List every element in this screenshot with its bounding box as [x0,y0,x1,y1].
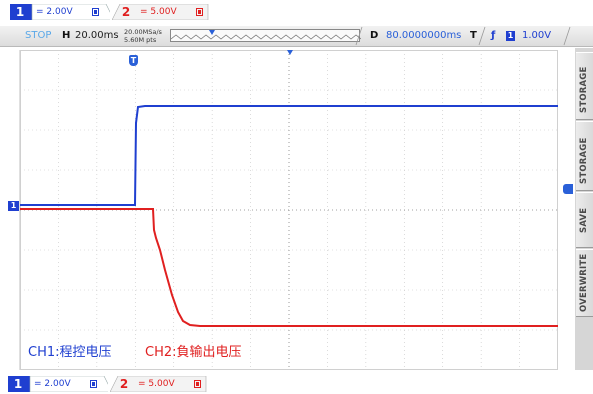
memory-depth: 5.60M pts [124,36,157,44]
rising-edge-icon: ƒ [491,30,496,41]
menu-storage-2-label: STORAGE [579,137,589,184]
bottom-ch2-tab[interactable]: 2 = 5.00V [110,376,210,392]
center-axes [20,50,558,370]
status-toolbar: STOP H 20.00ms 20.00MSa/s 5.60M pts D 80… [0,26,593,47]
memory-position-window[interactable] [170,29,361,42]
ch1-tab[interactable]: 1 = 2.00V [10,4,110,20]
trigger-level-marker[interactable] [563,184,573,194]
ch2-trace [20,208,558,327]
ch2-scale: = 5.00V [140,7,177,17]
ch2-tab-shape [112,4,209,20]
bottom-ch1-tab[interactable]: 1 = 2.00V [8,376,108,392]
trigger-source-badge[interactable]: 1 [506,31,515,41]
ch1-tab-shape [10,4,110,20]
h-label: H [62,30,71,41]
waveform-svg [20,50,558,370]
run-state[interactable]: STOP [25,30,52,41]
ch2-caption: CH2:負输出电压 [145,345,242,360]
menu-save-label: SAVE [579,207,589,233]
d-label: D [370,30,379,41]
delay-value[interactable]: 80.0000000ms [386,30,462,41]
bottom-ch1-tab-shape [8,376,108,392]
bottom-ch2-number: 2 [119,377,129,391]
ch2-coupling-icon [196,8,203,16]
ch1-caption: CH1:程控电压 [28,345,112,360]
menu-storage-2[interactable]: STORAGE [576,121,593,191]
bottom-ch2-tab-shape [110,376,207,392]
ch1-number: 1 [15,5,25,19]
bottom-ch2-scale: = 5.00V [138,379,175,389]
center-time-marker-icon [287,50,293,55]
sample-rate: 20.00MSa/s [124,28,162,36]
trigger-time-marker[interactable]: T [129,55,138,66]
ch1-trace [20,105,558,206]
menu-overwrite-label: OVERWRITE [579,253,589,312]
memory-trigger-marker-icon [209,30,215,35]
channel-bar-bottom: 1 = 2.00V 2 = 5.00V [0,374,593,394]
bottom-ch1-scale: = 2.00V [34,379,71,389]
waveform-display[interactable] [19,50,558,370]
menu-storage-1-label: STORAGE [579,66,589,113]
ch1-coupling-icon [92,8,99,16]
ch1-scale: = 2.00V [36,7,73,17]
menu-save[interactable]: SAVE [576,192,593,248]
menu-overwrite[interactable]: OVERWRITE [576,249,593,317]
bottom-ch2-coupling-icon [194,380,201,388]
ch2-number: 2 [121,5,131,19]
channel-bar-top: 1 = 2.00V 2 = 5.00V [0,0,593,24]
memory-waveform [171,34,361,40]
menu-storage-1[interactable]: STORAGE [576,52,593,120]
t-label: T [470,30,477,41]
timebase-value[interactable]: 20.00ms [75,30,119,41]
toolbar-separators [355,26,571,46]
trigger-level-value[interactable]: 1.00V [522,30,552,41]
ch2-tab[interactable]: 2 = 5.00V [112,4,212,20]
bottom-ch1-number: 1 [13,377,23,391]
ch1-ground-marker[interactable]: 1 [8,201,19,211]
bottom-ch1-coupling-icon [90,380,97,388]
